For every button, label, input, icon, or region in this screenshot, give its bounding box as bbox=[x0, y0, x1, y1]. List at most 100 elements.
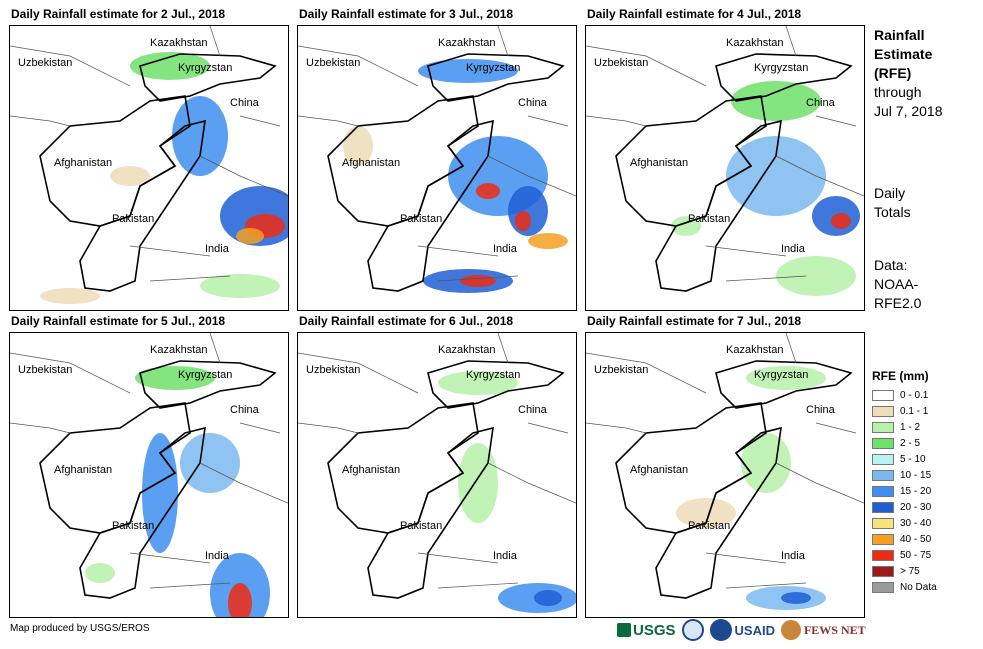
map-canvas: Kazakhstan Uzbekistan Kyrgyzstan China Afgha… bbox=[10, 26, 288, 304]
country-label-kyrgyzstan: Kyrgyzstan bbox=[178, 62, 232, 74]
rain-area bbox=[731, 81, 821, 121]
rain-area bbox=[746, 366, 826, 390]
country-label-afghanistan: Afghanistan bbox=[630, 464, 688, 476]
rain-area bbox=[831, 213, 851, 229]
rain-area bbox=[781, 592, 811, 604]
legend-label: 40 - 50 bbox=[900, 533, 932, 545]
panel-title: Daily Rainfall estimate for 2 Jul., 2018 bbox=[11, 7, 226, 21]
admin-boundaries bbox=[298, 26, 576, 282]
rainfall-map: Kazakhstan Uzbekistan Kyrgyzstan China Afgha… bbox=[585, 25, 865, 311]
legend-item: 2 - 5 bbox=[872, 435, 937, 451]
legend-swatch bbox=[872, 485, 894, 497]
map-canvas: Kazakhstan Uzbekistan Kyrgyzstan China Afgha… bbox=[586, 333, 864, 610]
side-daily-line: Totals bbox=[874, 204, 911, 220]
rain-area bbox=[343, 126, 373, 166]
country-label-pakistan: Pakistan bbox=[112, 520, 154, 532]
rainfall-map: Kazakhstan Uzbekistan Kyrgyzstan China Afgha… bbox=[585, 332, 865, 618]
kyrgyzstan-border bbox=[427, 53, 565, 102]
legend-swatch bbox=[872, 517, 894, 529]
country-label-kazakhstan: Kazakhstan bbox=[726, 344, 783, 356]
country-label-india: India bbox=[781, 550, 806, 562]
panel-title: Daily Rainfall estimate for 6 Jul., 2018 bbox=[299, 314, 514, 328]
legend-item: 30 - 40 bbox=[872, 515, 937, 531]
legend-label: 30 - 40 bbox=[900, 517, 932, 529]
noaa-logo bbox=[681, 619, 704, 641]
rain-area bbox=[130, 52, 210, 80]
rain-area bbox=[528, 233, 568, 249]
rainfall-map: Kazakhstan Uzbekistan Kyrgyzstan China Afgha… bbox=[297, 332, 577, 618]
legend-label: 50 - 75 bbox=[900, 549, 932, 561]
legend-label: 0 - 0.1 bbox=[900, 389, 929, 401]
country-label-uzbekistan: Uzbekistan bbox=[594, 57, 648, 69]
pakistan-border bbox=[79, 119, 206, 292]
fews-logo: FEWS NET bbox=[780, 620, 866, 640]
country-label-kyrgyzstan: Kyrgyzstan bbox=[466, 62, 520, 74]
country-label-afghanistan: Afghanistan bbox=[342, 157, 400, 169]
panel-title: Daily Rainfall estimate for 5 Jul., 2018 bbox=[11, 314, 226, 328]
side-title-line: (RFE) bbox=[874, 65, 912, 81]
legend-swatch bbox=[872, 405, 894, 417]
legend-item: 0.1 - 1 bbox=[872, 403, 937, 419]
rain-area bbox=[458, 443, 498, 523]
rain-area bbox=[515, 211, 531, 231]
legend-label: 2 - 5 bbox=[900, 437, 921, 449]
country-label-kazakhstan: Kazakhstan bbox=[150, 344, 207, 356]
pakistan-border bbox=[367, 119, 494, 292]
side-data-line: Data: bbox=[874, 257, 908, 273]
map-canvas: Kazakhstan Uzbekistan Kyrgyzstan China Afgha… bbox=[298, 333, 576, 613]
legend-item: No Data bbox=[872, 579, 937, 595]
admin-boundaries bbox=[586, 26, 864, 282]
country-label-kyrgyzstan: Kyrgyzstan bbox=[754, 62, 808, 74]
side-through: through bbox=[874, 84, 922, 100]
legend-item: > 75 bbox=[872, 563, 937, 579]
legend-rows: 0 - 0.1 0.1 - 1 1 - 2 2 - 5 5 - 10 10 - 15 15 … bbox=[872, 387, 937, 595]
admin-boundaries bbox=[586, 333, 864, 589]
pakistan-border bbox=[655, 119, 782, 292]
usgs-text: USGS bbox=[633, 621, 676, 639]
rain-area bbox=[228, 583, 252, 617]
country-label-pakistan: Pakistan bbox=[400, 213, 442, 225]
rain-area bbox=[40, 288, 100, 304]
logos: USGS USAID FEWS NET bbox=[617, 617, 866, 643]
country-label-kazakhstan: Kazakhstan bbox=[150, 37, 207, 49]
pakistan-border bbox=[79, 426, 206, 599]
side-daily: Daily Totals bbox=[874, 184, 911, 222]
kyrgyzstan-border bbox=[139, 360, 277, 409]
side-data-source: Data: NOAA- RFE2.0 bbox=[874, 256, 921, 313]
country-label-india: India bbox=[493, 550, 518, 562]
legend-item: 20 - 30 bbox=[872, 499, 937, 515]
side-daily-line: Daily bbox=[874, 185, 906, 201]
country-label-china: China bbox=[518, 404, 548, 416]
legend-swatch bbox=[872, 565, 894, 577]
rain-area bbox=[200, 274, 280, 298]
rain-area bbox=[534, 590, 562, 606]
legend: RFE (mm) 0 - 0.1 0.1 - 1 1 - 2 2 - 5 5 - 10 1… bbox=[872, 369, 937, 595]
rain-area bbox=[110, 166, 150, 186]
country-label-afghanistan: Afghanistan bbox=[630, 157, 688, 169]
side-title-line: Estimate bbox=[874, 46, 933, 62]
legend-label: 10 - 15 bbox=[900, 469, 932, 481]
admin-boundaries bbox=[10, 333, 288, 589]
country-label-afghanistan: Afghanistan bbox=[342, 464, 400, 476]
legend-swatch bbox=[872, 469, 894, 481]
country-label-kazakhstan: Kazakhstan bbox=[438, 344, 495, 356]
rain-area bbox=[418, 59, 518, 83]
country-label-pakistan: Pakistan bbox=[400, 520, 442, 532]
pakistan-border bbox=[655, 426, 782, 599]
rainfall-map: Kazakhstan Uzbekistan Kyrgyzstan China Afgha… bbox=[9, 332, 289, 618]
legend-swatch bbox=[872, 549, 894, 561]
rainfall-map: Kazakhstan Uzbekistan Kyrgyzstan China Afgha… bbox=[297, 25, 577, 311]
country-label-uzbekistan: Uzbekistan bbox=[18, 364, 72, 376]
rain-area bbox=[135, 366, 215, 390]
rain-area bbox=[476, 183, 500, 199]
kyrgyzstan-border bbox=[139, 53, 277, 102]
legend-title: RFE (mm) bbox=[872, 369, 929, 383]
map-canvas: Kazakhstan Uzbekistan Kyrgyzstan China Afgha… bbox=[298, 26, 576, 293]
legend-swatch bbox=[872, 581, 894, 593]
country-label-kazakhstan: Kazakhstan bbox=[726, 37, 783, 49]
country-label-china: China bbox=[230, 97, 260, 109]
legend-swatch bbox=[872, 421, 894, 433]
map-canvas: Kazakhstan Uzbekistan Kyrgyzstan China Afgha… bbox=[586, 26, 864, 296]
rain-area bbox=[236, 228, 264, 244]
side-title: Rainfall Estimate (RFE) through Jul 7, 2… bbox=[874, 26, 943, 121]
